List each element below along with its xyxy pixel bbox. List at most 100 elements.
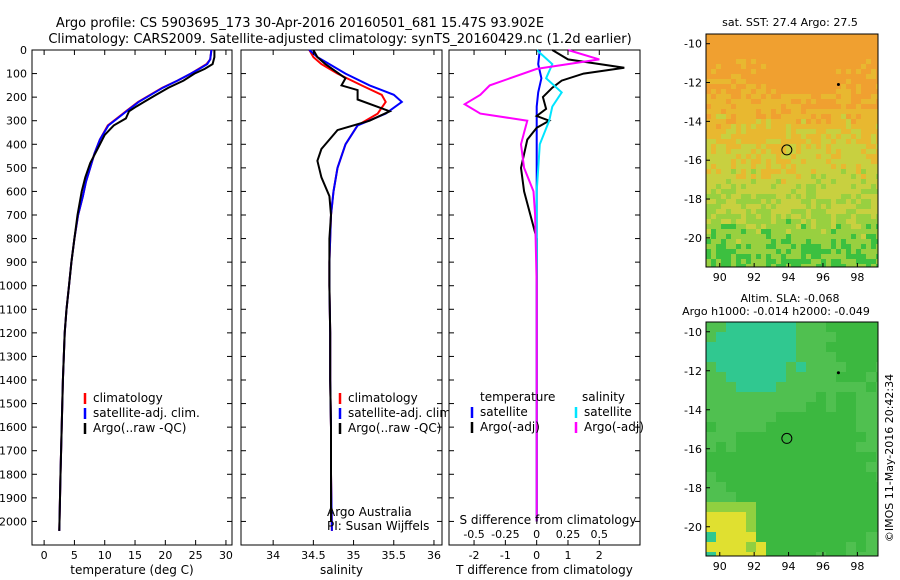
map-cell (821, 209, 826, 214)
map-cell (786, 39, 791, 44)
map-cell (836, 99, 841, 104)
map-cell (711, 84, 716, 89)
map-cell (851, 84, 856, 89)
map-cell (856, 49, 861, 54)
map-cell (856, 219, 861, 224)
map-cell (856, 382, 866, 392)
map-cell (766, 492, 776, 502)
map-cell (751, 59, 756, 64)
map-cell (871, 104, 876, 109)
y-tick-label: 600 (6, 185, 27, 198)
map-cell (776, 154, 781, 159)
map-cell (731, 154, 736, 159)
map-cell (711, 124, 716, 129)
map-cell (786, 139, 791, 144)
map-cell (826, 224, 831, 229)
map-cell (851, 44, 856, 49)
map-cell (826, 164, 831, 169)
map-cell (766, 332, 776, 342)
map-cell (776, 209, 781, 214)
map-cell (736, 179, 741, 184)
map-cell (736, 482, 746, 492)
map-cell (861, 104, 866, 109)
top-tick-label: 0.5 (591, 528, 609, 541)
map-cell (816, 264, 821, 267)
map-cell (796, 482, 806, 492)
map-cell (711, 229, 716, 234)
map-cell (721, 44, 726, 49)
map-cell (731, 159, 736, 164)
map-cell (866, 422, 876, 432)
map-cell (836, 234, 841, 239)
map-cell (826, 249, 831, 254)
map-cell (821, 214, 826, 219)
map-cell (756, 482, 766, 492)
map-cell (876, 442, 878, 452)
map-cell (841, 224, 846, 229)
map-cell (841, 169, 846, 174)
map-cell (876, 224, 878, 229)
map-cell (751, 39, 756, 44)
map-cell (756, 234, 761, 239)
map-cell (716, 139, 721, 144)
map-cell (876, 219, 878, 224)
map-cell (841, 199, 846, 204)
map-cell (761, 204, 766, 209)
map-cell (756, 124, 761, 129)
map-cell (776, 512, 786, 522)
map-cell (776, 229, 781, 234)
map-cell (806, 139, 811, 144)
map-cell (771, 144, 776, 149)
map-cell (776, 79, 781, 84)
map-cell (716, 442, 726, 452)
map-cell (831, 39, 836, 44)
map-cell (826, 154, 831, 159)
map-cell (836, 144, 841, 149)
map-cell (811, 179, 816, 184)
map-cell (741, 144, 746, 149)
map-cell (841, 204, 846, 209)
map-cell (821, 254, 826, 259)
map-cell (861, 224, 866, 229)
map-cell (851, 159, 856, 164)
map-cell (791, 179, 796, 184)
map-cell (846, 139, 851, 144)
map-cell (726, 502, 736, 512)
map-cell (786, 129, 791, 134)
map-cell (786, 34, 791, 39)
map-cell (761, 194, 766, 199)
map-cell (776, 94, 781, 99)
map-cell (711, 129, 716, 134)
map-cell (761, 189, 766, 194)
map-cell (761, 234, 766, 239)
map-cell (811, 54, 816, 59)
map-cell (851, 239, 856, 244)
map-cell (766, 249, 771, 254)
map-cell (856, 114, 861, 119)
map-cell (751, 149, 756, 154)
map-cell (791, 169, 796, 174)
map-cell (736, 332, 746, 342)
map-cell (806, 249, 811, 254)
map-cell (801, 149, 806, 154)
map-cell (826, 109, 831, 114)
map-cell (786, 134, 791, 139)
map-cell (766, 452, 776, 462)
map-cell (791, 94, 796, 99)
map-cell (831, 184, 836, 189)
map-cell (791, 104, 796, 109)
map-cell (846, 532, 856, 542)
map-cell (766, 74, 771, 79)
map-cell (796, 502, 806, 512)
map-cell (876, 129, 878, 134)
map-cell (761, 254, 766, 259)
map-cell (726, 194, 731, 199)
map-cell (766, 214, 771, 219)
map-cell (751, 214, 756, 219)
map-cell (811, 224, 816, 229)
map-cell (866, 522, 876, 532)
map-cell (791, 79, 796, 84)
map-cell (726, 522, 736, 532)
map-cell (811, 44, 816, 49)
map-cell (856, 264, 861, 267)
